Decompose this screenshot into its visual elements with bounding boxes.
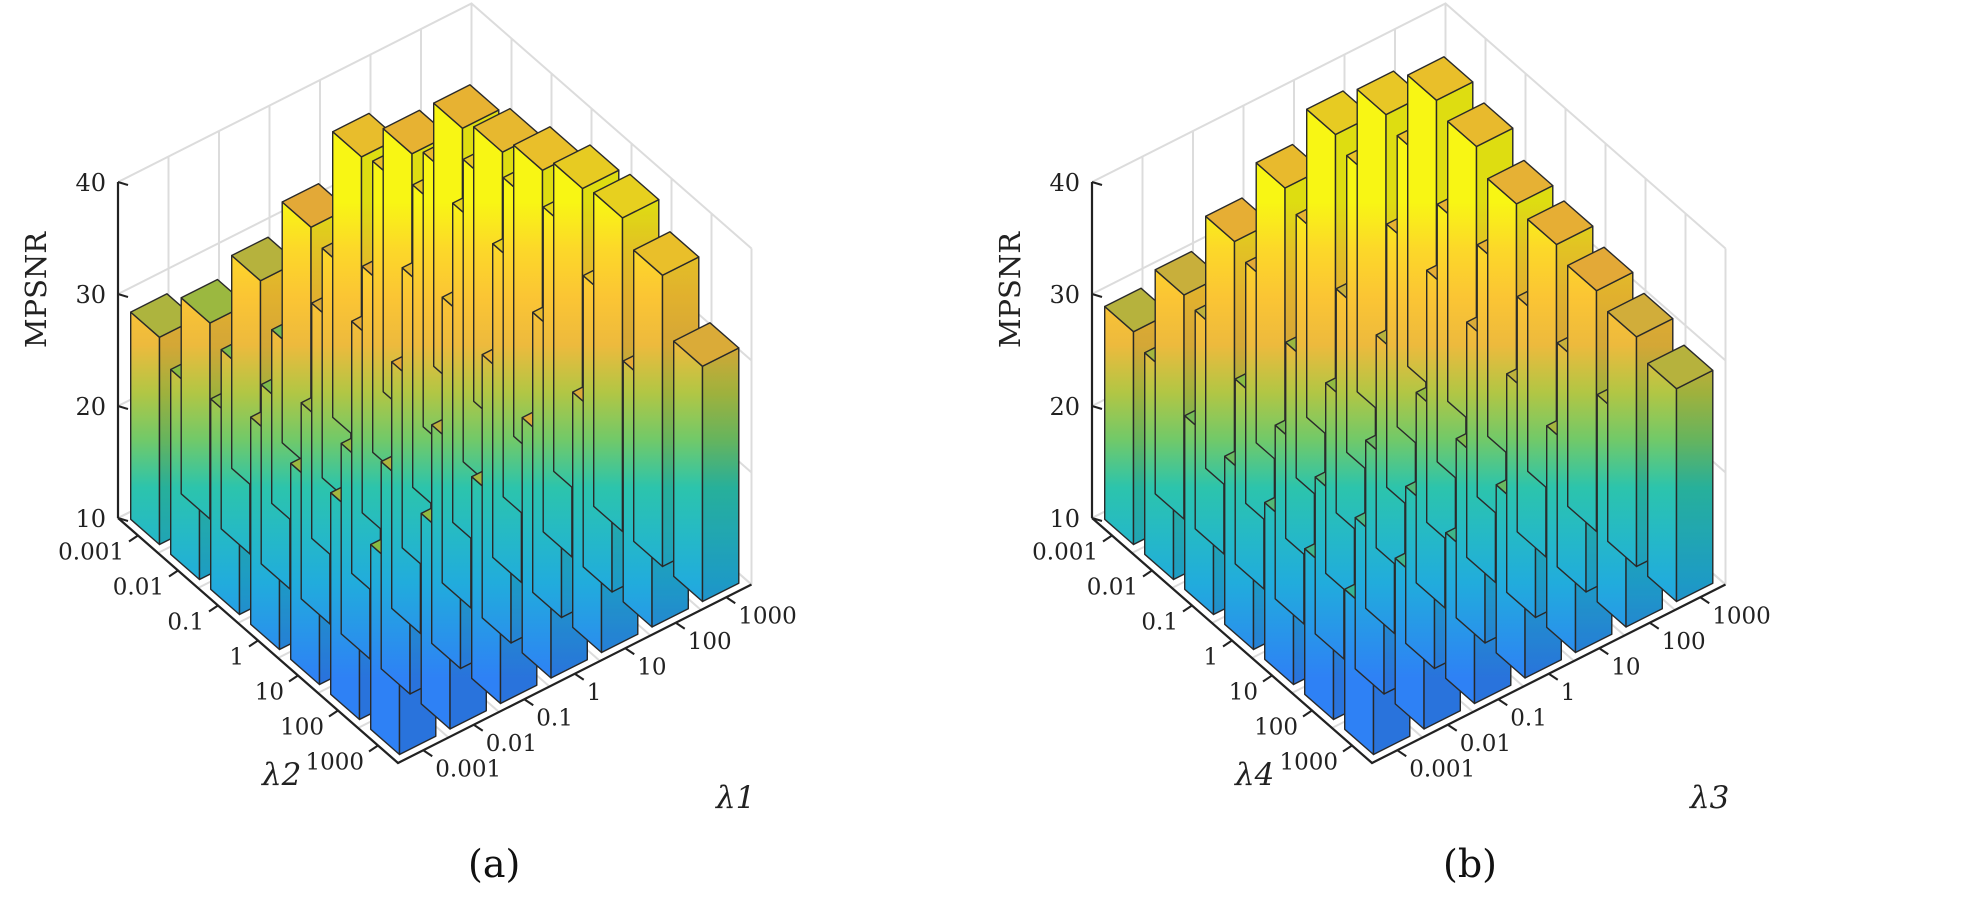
x-tick-mark [675,621,686,630]
y-tick-label: 100 [1254,715,1298,741]
x-tick-mark [624,647,635,656]
x-tick-mark [725,596,736,605]
y-tick-mark [1302,709,1313,718]
z-tick-mark [117,405,129,410]
x-tick-label: 0.1 [1510,705,1547,731]
x-tick-mark [523,698,534,707]
y-tick-mark [1102,534,1113,543]
x-tick-mark [473,723,484,732]
x-tick-label: 10 [637,654,666,680]
bars [129,84,740,756]
y-tick-label: 10 [1229,680,1258,706]
caption-b: (b) [1443,842,1497,886]
y-tick-mark [128,534,139,543]
x-tick-mark [574,672,585,681]
y-tick-mark [1342,744,1353,753]
x-axis-label: λ1 [714,780,755,816]
y-tick-label: 1000 [305,750,364,776]
x-tick-mark [1396,749,1407,758]
x-tick-label: 1000 [738,603,797,629]
y-tick-mark [208,604,219,613]
z-tick-label: 30 [75,281,106,309]
x-tick-label: 0.1 [536,705,573,731]
x-tick-mark [1447,723,1458,732]
x-tick-mark [1699,596,1710,605]
y-tick-label: 10 [255,680,284,706]
z-tick-mark [1091,293,1103,298]
y-tick-mark [1222,639,1233,648]
y-tick-label: 0.001 [58,540,124,566]
z-tick-label: 40 [75,169,106,197]
y-tick-mark [288,674,299,683]
z-tick-label: 10 [1049,505,1080,533]
x-axis-label: λ3 [1688,780,1729,816]
y-tick-mark [1262,674,1273,683]
x-tick-label: 0.01 [486,731,537,757]
y-tick-mark [368,744,379,753]
z-tick-mark [1091,517,1103,522]
bar [673,322,740,603]
z-axis-label: MPSNR [19,231,53,348]
y-tick-label: 1 [1203,645,1218,671]
y-tick-mark [1182,604,1193,613]
z-tick-label: 20 [1049,393,1080,421]
z-tick-label: 30 [1049,281,1080,309]
z-tick-label: 20 [75,393,106,421]
z-tick-mark [1091,181,1103,186]
y-tick-mark [328,709,339,718]
z-tick-label: 10 [75,505,106,533]
y-tick-mark [248,639,259,648]
x-tick-label: 1000 [1712,603,1771,629]
y-tick-label: 0.01 [1087,575,1138,601]
x-tick-label: 10 [1611,654,1640,680]
x-tick-mark [422,749,433,758]
z-axis-label: MPSNR [993,231,1027,348]
z-tick-mark [117,293,129,298]
z-tick-mark [117,181,129,186]
y-tick-label: 1000 [1279,750,1338,776]
bar [1646,344,1714,603]
y-tick-label: 100 [280,715,324,741]
x-tick-label: 1 [587,680,602,706]
x-tick-label: 0.01 [1460,731,1511,757]
y-tick-mark [168,569,179,578]
y-axis-label: λ2 [260,757,301,793]
x-tick-mark [1598,647,1609,656]
y-tick-label: 0.001 [1032,540,1098,566]
y-axis-label: λ4 [1233,757,1274,793]
x-tick-label: 1 [1561,680,1576,706]
x-tick-mark [1548,672,1559,681]
y-tick-label: 0.1 [167,610,204,636]
y-tick-label: 0.01 [113,575,164,601]
y-tick-mark [1142,569,1153,578]
z-tick-mark [117,517,129,522]
x-tick-mark [1649,621,1660,630]
x-tick-mark [1497,698,1508,707]
z-tick-label: 40 [1049,169,1080,197]
x-tick-label: 0.001 [1409,756,1475,782]
y-tick-label: 0.1 [1141,610,1178,636]
y-tick-label: 1 [229,645,244,671]
bars [1103,56,1714,756]
x-tick-label: 100 [688,629,732,655]
x-tick-label: 100 [1662,629,1706,655]
z-tick-mark [1091,405,1103,410]
x-tick-label: 0.001 [435,756,501,782]
caption-a: (a) [468,842,521,886]
